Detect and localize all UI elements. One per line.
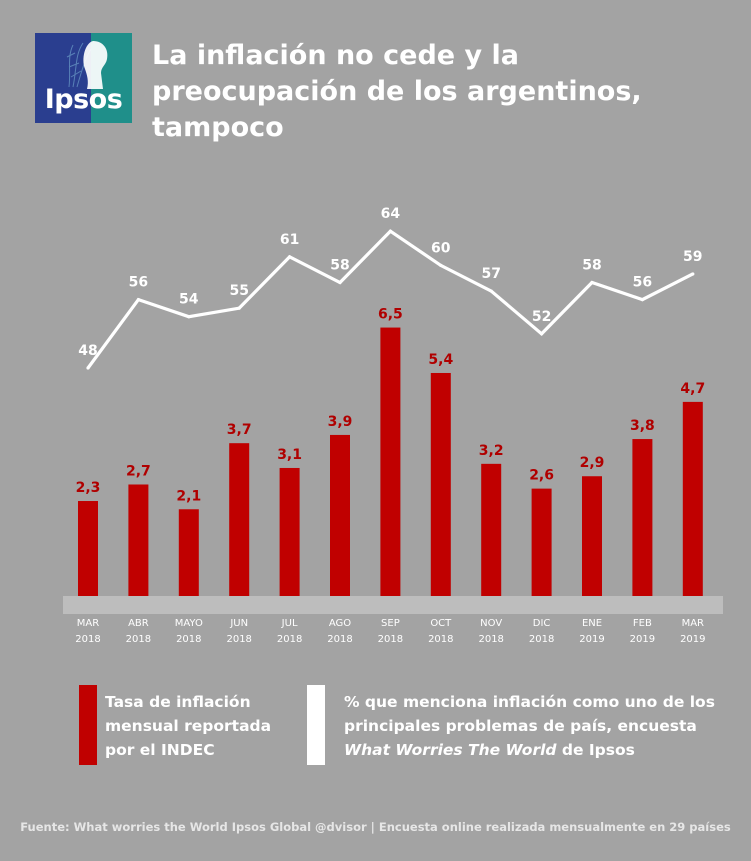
bar [430, 372, 451, 596]
line-value-label: 64 [381, 206, 401, 222]
line-value-label: 52 [532, 309, 551, 325]
line-value-label: 60 [431, 240, 451, 256]
logo-wordmark: Ipsos [44, 84, 123, 115]
x-tick-label: MAYO 2018 [175, 618, 203, 645]
bar [582, 476, 602, 596]
x-tick-label: MAR 2018 [75, 618, 100, 645]
line-point [640, 298, 645, 302]
bar-value-label: 3,1 [277, 447, 302, 463]
line-point [187, 315, 191, 319]
bar-value-label: 3,7 [227, 422, 252, 438]
ipsos-logo: Ipsos [35, 33, 132, 123]
line-value-label: 48 [78, 343, 97, 359]
line-value-label: 58 [330, 258, 349, 274]
line-point [388, 229, 392, 233]
bar [279, 467, 300, 596]
x-tick-label: NOV 2018 [478, 618, 503, 645]
x-tick-label: JUN 2018 [226, 618, 251, 645]
line-value-label: 59 [683, 249, 702, 265]
bar [330, 434, 350, 596]
bar [78, 501, 98, 596]
bar [178, 509, 199, 596]
bar [128, 484, 149, 596]
bar-value-label: 2,3 [76, 480, 101, 496]
line-point [439, 263, 443, 267]
bar [531, 488, 552, 596]
line-value-label: 55 [229, 283, 248, 299]
x-tick-label: ABR 2018 [126, 618, 151, 645]
line-value-label: 54 [179, 292, 199, 308]
x-tick-label: AGO 2018 [327, 618, 352, 645]
legend-text-bars: Tasa de inflación mensual reportada por … [105, 693, 272, 759]
tree-silhouette-icon [66, 41, 108, 89]
line-value-label: 57 [481, 266, 500, 282]
x-tick-label: FEB 2019 [630, 618, 655, 645]
legend-swatch-line [307, 685, 325, 765]
bar [229, 443, 250, 596]
bar-value-label: 3,2 [479, 443, 504, 459]
x-tick-label: JUL 2018 [277, 618, 302, 645]
line-point [489, 289, 493, 293]
line-value-label: 61 [280, 232, 299, 248]
x-tick-label: ENE 2019 [579, 618, 604, 645]
x-tick-label: OCT 2018 [428, 618, 453, 645]
line-point [288, 255, 292, 259]
bar-value-label: 2,6 [529, 468, 554, 484]
line-point [590, 280, 594, 285]
line-point [86, 366, 90, 370]
x-tick-label: SEP 2018 [378, 618, 403, 645]
bar-value-label: 3,9 [328, 414, 353, 430]
bar-value-label: 2,1 [176, 488, 201, 504]
legend-swatch-bars [79, 685, 97, 765]
bar-value-label: 5,4 [428, 352, 453, 368]
bar [632, 439, 653, 596]
line-point [237, 306, 241, 310]
bar-value-label: 2,9 [580, 455, 605, 471]
line-value-label: 56 [633, 275, 652, 291]
bar-value-label: 2,7 [126, 463, 151, 479]
line-value-label: 58 [582, 258, 601, 274]
bar [682, 401, 703, 596]
source-footer: Fuente: What worries the World Ipsos Glo… [20, 820, 731, 834]
line-value-label: 56 [129, 275, 148, 291]
line-point [540, 332, 544, 336]
line-point [136, 298, 140, 302]
x-tick-label: DIC 2018 [529, 618, 554, 645]
legend-text-line: % que menciona inflación como uno de los… [344, 693, 715, 759]
line-point [338, 280, 342, 285]
bar-value-label: 6,5 [378, 307, 403, 323]
bar [481, 463, 502, 596]
x-tick-label: MAR 2019 [680, 618, 705, 645]
bar [380, 327, 401, 596]
line-point [691, 272, 695, 276]
chart-title: La inflación no cede y la preocupación d… [152, 40, 642, 143]
axis-band [63, 596, 723, 614]
bar-value-label: 4,7 [680, 381, 705, 397]
bar-value-label: 3,8 [630, 418, 655, 434]
